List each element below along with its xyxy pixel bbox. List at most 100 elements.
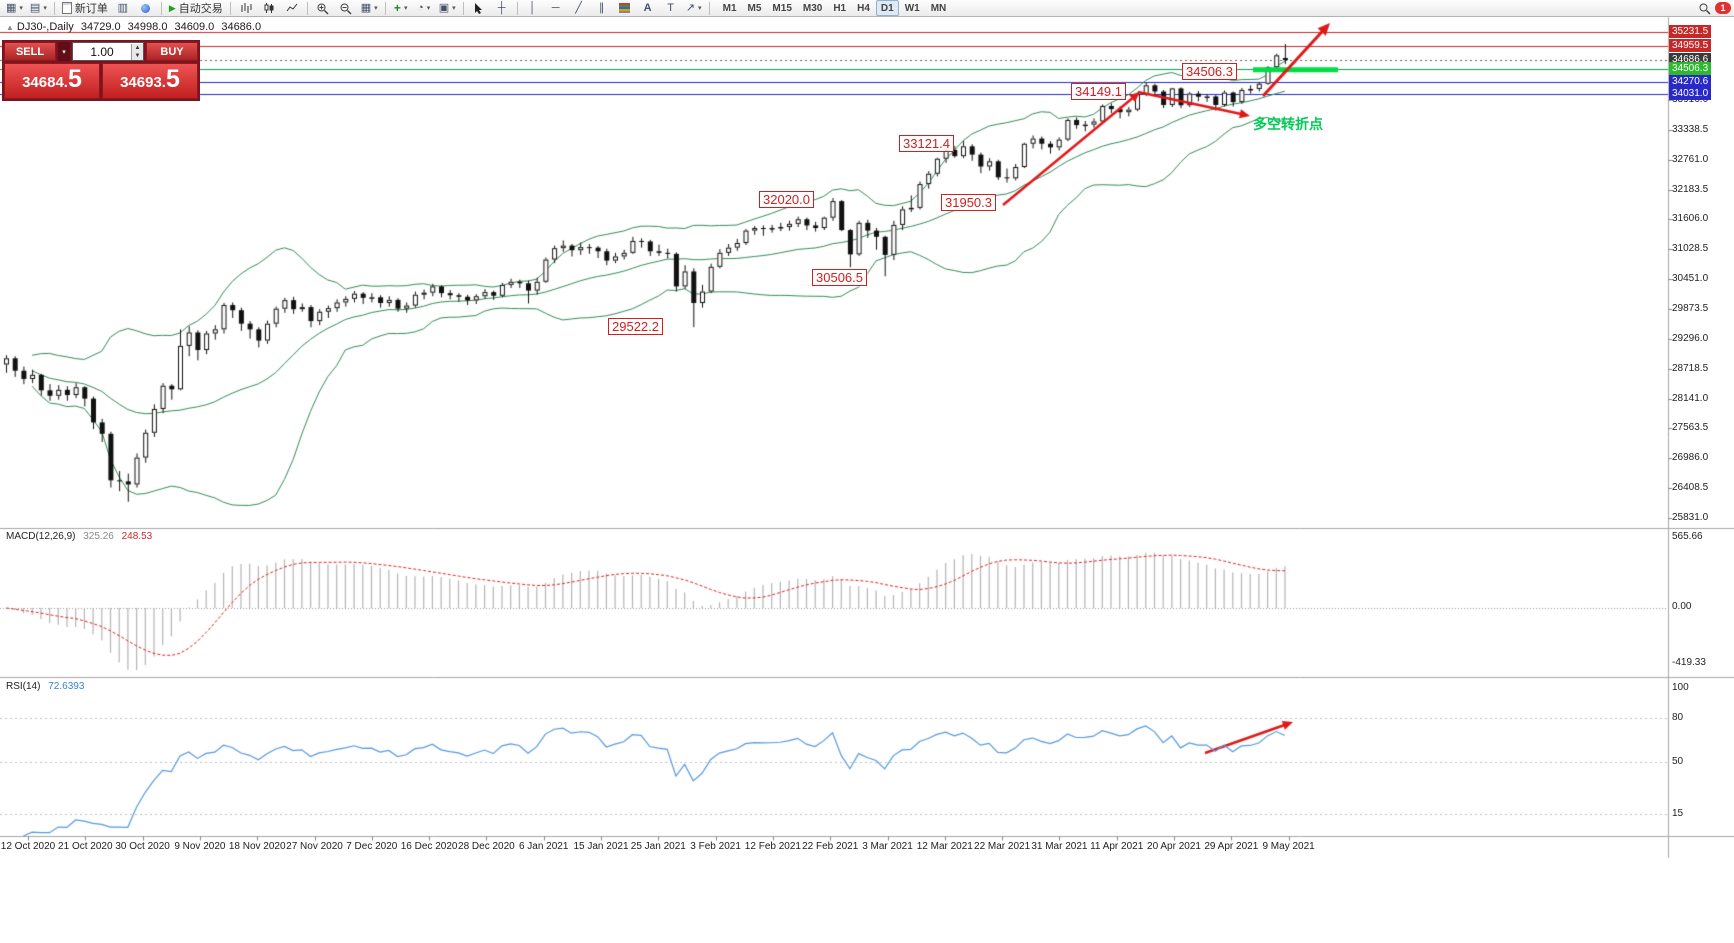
rsi-name: RSI(14) — [6, 681, 41, 692]
toolbar-separator — [53, 1, 55, 15]
new-order-label: 新订单 — [74, 3, 108, 15]
low-value: 34609.0 — [174, 21, 215, 33]
crosshair-tool-button[interactable]: ┼ — [491, 0, 513, 17]
macd-label: MACD(12,26,9) 325.26 248.53 — [6, 531, 152, 542]
trendline-tool-button[interactable]: ╱ — [568, 0, 590, 17]
profiles-button[interactable]: ▤ ▾ — [27, 0, 50, 17]
candlestick-chart-button[interactable] — [258, 0, 280, 17]
buy-button[interactable]: BUY — [146, 42, 198, 61]
macd-name: MACD(12,26,9) — [6, 531, 76, 542]
timeframe-button-m30[interactable]: M30 — [802, 2, 823, 14]
crosshair-icon: ┼ — [497, 1, 506, 14]
notification-badge[interactable]: 1 — [1715, 2, 1731, 14]
zoom-in-button[interactable] — [312, 0, 334, 17]
time-axis-label: 22 Feb 2021 — [802, 841, 859, 852]
horizontal-line-tool-button[interactable]: ─ — [545, 0, 567, 17]
arrows-tool-button[interactable]: ↗ ▾ — [683, 0, 705, 17]
sell-button[interactable]: SELL — [4, 42, 56, 61]
chevron-down-icon: ▾ — [403, 5, 408, 12]
time-axis-label: 15 Jan 2021 — [573, 841, 629, 852]
time-axis-label: 27 Nov 2020 — [286, 841, 343, 852]
order-type-dropdown[interactable]: ▾ — [58, 42, 70, 61]
volume-input[interactable]: 1.00 ▲ ▼ — [72, 42, 144, 61]
rsi-value: 72.6393 — [48, 681, 85, 692]
timeframe-button-h1[interactable]: H1 — [833, 2, 847, 14]
line-chart-button[interactable] — [281, 0, 303, 17]
close-value: 34686.0 — [221, 21, 262, 33]
buy-price[interactable]: 34693. 5 — [102, 63, 198, 99]
price-tag: 34506.3 — [1669, 62, 1712, 76]
volume-value[interactable]: 1.00 — [90, 44, 114, 59]
new-chart-icon: ▦ — [6, 1, 17, 14]
timeframe-button-mn[interactable]: MN — [930, 2, 947, 14]
sell-price[interactable]: 34684. 5 — [4, 63, 100, 99]
price-axis-label: 30451.0 — [1672, 273, 1709, 285]
chevron-down-icon: ▾ — [426, 5, 431, 12]
time-axis-label: 9 Nov 2020 — [174, 841, 226, 852]
timeframe-button-m15[interactable]: M15 — [772, 2, 792, 14]
price-axis-label: 26408.5 — [1672, 482, 1709, 494]
timeframe-button-d1[interactable]: D1 — [875, 0, 899, 16]
stepper-up-icon[interactable]: ▲ — [134, 44, 141, 51]
timeframe-button-m5[interactable]: M5 — [747, 2, 762, 14]
fibonacci-tool-button[interactable] — [614, 0, 636, 17]
community-button[interactable] — [135, 0, 157, 17]
time-axis-label: 18 Nov 2020 — [228, 841, 286, 852]
stepper-down-icon[interactable]: ▼ — [134, 52, 141, 59]
high-value: 34998.0 — [127, 21, 168, 33]
price-tag: 34270.6 — [1669, 74, 1712, 88]
toolbar-right-group: 1 — [1698, 2, 1731, 15]
price-axis-label: 32183.5 — [1672, 183, 1709, 195]
chevron-down-icon: ▾ — [43, 5, 47, 12]
time-axis-label: 9 May 2021 — [1262, 841, 1315, 852]
zoom-out-button[interactable] — [335, 0, 357, 17]
rsi-scale-label: 15 — [1672, 808, 1684, 819]
templates-button[interactable]: ▣ ▾ — [436, 0, 459, 17]
timeframe-button-w1[interactable]: W1 — [904, 2, 920, 14]
chevron-down-icon: ▾ — [19, 5, 23, 12]
price-axis-label: 31028.5 — [1672, 243, 1709, 255]
zoom-out-icon — [340, 3, 352, 15]
timeframe-button-h4[interactable]: H4 — [857, 2, 870, 14]
time-axis-label: 31 Mar 2021 — [1031, 841, 1088, 852]
price-tag: 34959.5 — [1669, 39, 1712, 53]
chart-windows-button[interactable]: ▥ — [112, 0, 134, 17]
label-tool-button[interactable]: T — [660, 0, 682, 17]
text-tool-icon: A — [643, 1, 652, 14]
volume-stepper[interactable]: ▲ ▼ — [131, 43, 143, 60]
auto-trading-button[interactable]: ▶ 自动交易 — [166, 0, 226, 17]
periods-button[interactable]: ◔ ▾ — [413, 0, 435, 17]
arrow-tool-icon: ↗ — [685, 1, 695, 14]
time-axis-label: 16 Dec 2020 — [400, 841, 458, 852]
new-chart-button[interactable]: ▦ ▾ — [3, 0, 26, 17]
bar-chart-icon — [241, 3, 252, 13]
bar-chart-button[interactable] — [235, 0, 257, 17]
fibonacci-icon — [619, 3, 631, 13]
candlestick-chart-icon — [264, 3, 274, 13]
tile-windows-button[interactable]: ▦ ▾ — [358, 0, 381, 17]
time-axis-label: 6 Jan 2021 — [518, 841, 569, 852]
rsi-scale-label: 50 — [1672, 756, 1684, 767]
timeframe-toolbar: M1 M5 M15 M30 H1 H4 D1 W1 MN — [718, 0, 952, 16]
cursor-tool-button[interactable] — [468, 0, 490, 17]
cursor-icon — [475, 3, 483, 14]
time-axis-label: 12 Mar 2021 — [916, 841, 973, 852]
channel-tool-button[interactable]: ∥ — [591, 0, 613, 17]
text-tool-button[interactable]: A — [637, 0, 659, 17]
vertical-line-icon: │ — [529, 1, 537, 14]
price-axis-label: 29296.0 — [1672, 332, 1709, 344]
vertical-line-tool-button[interactable]: │ — [522, 0, 544, 17]
search-icon[interactable] — [1698, 2, 1711, 15]
indicators-button[interactable]: + ▾ — [390, 0, 412, 17]
open-value: 34729.0 — [80, 21, 121, 33]
buy-price-main: 34693. — [120, 74, 166, 91]
channel-icon: ∥ — [598, 1, 605, 14]
new-order-button[interactable]: 新订单 — [59, 0, 111, 17]
profiles-icon: ▤ — [29, 1, 41, 14]
price-callout: 34506.3 — [1182, 63, 1237, 80]
chevron-down-icon: ▾ — [697, 5, 702, 12]
time-axis-label: 29 Apr 2021 — [1204, 841, 1259, 852]
timeframe-button-m1[interactable]: M1 — [722, 2, 737, 14]
